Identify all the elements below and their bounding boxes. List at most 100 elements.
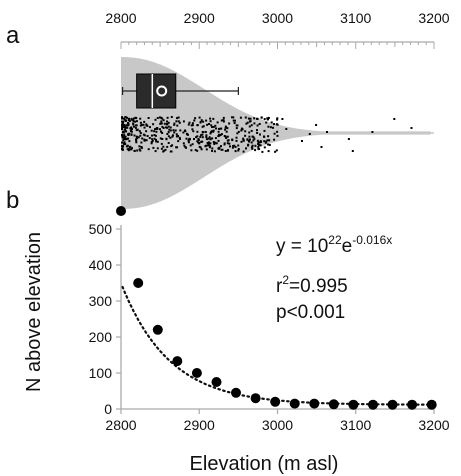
strip-point — [156, 140, 159, 143]
strip-point — [127, 133, 129, 136]
strip-point — [173, 123, 176, 126]
strip-point — [220, 145, 222, 148]
strip-point — [208, 123, 210, 125]
r-squared-r: r — [276, 276, 283, 297]
strip-point — [211, 137, 214, 140]
strip-point — [124, 135, 127, 138]
strip-point — [139, 149, 142, 152]
strip-point — [167, 131, 170, 134]
strip-point — [207, 137, 210, 140]
strip-point — [235, 139, 238, 142]
strip-point — [254, 144, 257, 147]
strip-point — [136, 137, 139, 140]
strip-point — [226, 135, 229, 138]
strip-point — [257, 142, 260, 145]
strip-point — [125, 138, 128, 141]
strip-point — [160, 130, 163, 133]
strip-point — [275, 123, 278, 126]
strip-point — [214, 141, 217, 144]
strip-point — [130, 117, 133, 120]
strip-point — [167, 135, 170, 138]
strip-point — [128, 120, 131, 123]
strip-point — [251, 147, 254, 150]
strip-point — [124, 116, 127, 119]
strip-point — [219, 134, 222, 136]
data-point — [426, 399, 437, 410]
strip-point — [200, 119, 203, 122]
strip-point — [206, 123, 209, 126]
strip-point — [162, 145, 165, 148]
data-point — [231, 387, 241, 398]
strip-point — [245, 147, 247, 150]
strip-point — [222, 120, 225, 123]
strip-point — [248, 125, 251, 128]
strip-point — [216, 121, 219, 124]
r-squared: r2=0.995 — [276, 273, 348, 297]
strip-point — [128, 140, 131, 143]
strip-point — [236, 132, 239, 135]
strip-point — [207, 143, 210, 146]
strip-point — [234, 119, 236, 122]
panel-b-x-tick-label: 3200 — [418, 417, 449, 433]
strip-point — [258, 123, 261, 125]
strip-point — [170, 145, 173, 148]
strip-point — [272, 126, 274, 129]
strip-point — [125, 130, 128, 133]
strip-point — [263, 140, 266, 143]
strip-point — [135, 135, 138, 138]
strip-point — [135, 141, 138, 144]
strip-point — [204, 131, 207, 133]
data-point — [387, 399, 398, 410]
strip-point — [276, 134, 279, 137]
strip-point — [130, 130, 132, 133]
strip-point — [160, 122, 163, 125]
strip-point — [141, 137, 144, 140]
strip-outlier-point — [371, 131, 374, 133]
equation-exponent-base: 22 — [328, 233, 342, 247]
strip-point — [212, 130, 215, 133]
strip-point — [188, 138, 191, 141]
strip-point — [127, 122, 129, 124]
data-point — [368, 399, 378, 410]
strip-point — [139, 124, 142, 127]
strip-point — [265, 121, 268, 124]
strip-outlier-point — [351, 150, 354, 152]
strip-point — [250, 124, 253, 127]
strip-point — [196, 124, 199, 127]
strip-point — [267, 143, 270, 146]
strip-point — [206, 142, 209, 144]
strip-point — [233, 144, 236, 147]
strip-point — [256, 124, 259, 127]
strip-point — [198, 145, 201, 148]
strip-point — [148, 137, 151, 139]
strip-point — [160, 142, 163, 145]
strip-point — [196, 130, 199, 133]
strip-point — [130, 133, 133, 136]
strip-point — [253, 137, 256, 140]
strip-point — [167, 142, 170, 144]
strip-point — [173, 131, 176, 134]
strip-point — [122, 126, 125, 128]
strip-point — [187, 139, 190, 142]
strip-point — [224, 125, 227, 128]
strip-point — [146, 135, 149, 137]
strip-point — [201, 140, 204, 143]
strip-point — [257, 145, 260, 148]
strip-point — [266, 117, 269, 120]
strip-point — [248, 135, 251, 138]
strip-point — [121, 128, 123, 130]
strip-point — [142, 123, 145, 126]
strip-point — [147, 117, 150, 119]
strip-point — [276, 130, 279, 133]
strip-point — [161, 138, 164, 140]
strip-point — [121, 122, 124, 124]
strip-point — [177, 116, 180, 119]
strip-point — [210, 130, 213, 133]
panel-b-x-tick-label: 2800 — [105, 417, 136, 433]
strip-point — [136, 128, 139, 131]
strip-point — [152, 123, 155, 126]
strip-point — [188, 121, 191, 124]
strip-point — [164, 148, 167, 151]
strip-point — [229, 145, 231, 148]
strip-point — [136, 149, 139, 152]
